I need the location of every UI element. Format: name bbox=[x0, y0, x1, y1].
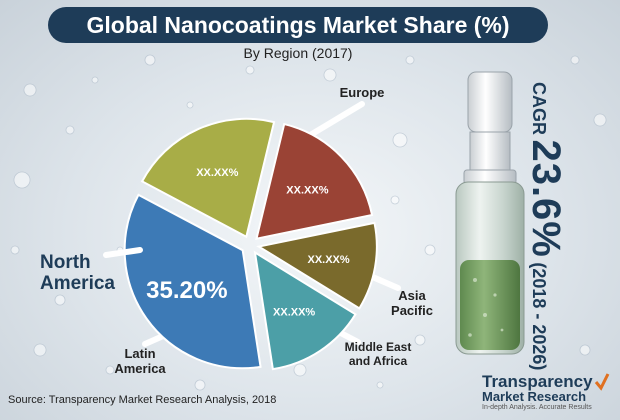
slice-category-label: Latin America bbox=[114, 346, 166, 376]
cagr-value: 23.6% bbox=[524, 139, 568, 258]
pie-slice-asia-pacific bbox=[255, 122, 374, 241]
logo-line-2: Market Research bbox=[482, 389, 587, 404]
slice-category-label: Europe bbox=[340, 85, 385, 100]
logo-tagline: In-depth Analysis. Accurate Results bbox=[482, 404, 592, 411]
slice-value-label: XX.XX% bbox=[307, 254, 349, 266]
pie-slice-europe bbox=[140, 117, 276, 239]
slice-category-label: Middle East and Africa bbox=[345, 340, 412, 368]
logo-check-icon bbox=[594, 373, 610, 391]
company-logo: Transparency Market Research In-depth An… bbox=[482, 372, 612, 416]
cagr-callout: CAGR 23.6% (2018 - 2026) bbox=[518, 82, 568, 370]
pie-slice-middle-east-and-africa bbox=[256, 221, 378, 310]
cagr-period: (2018 - 2026) bbox=[529, 262, 549, 371]
source-note: Source: Transparency Market Research Ana… bbox=[8, 394, 277, 406]
slice-category-label: Asia Pacific bbox=[391, 288, 433, 318]
chart-subtitle: By Region (2017) bbox=[243, 45, 353, 61]
slice-value-label: XX.XX% bbox=[196, 167, 238, 179]
slice-value-label: XX.XX% bbox=[286, 185, 328, 197]
cagr-label: CAGR bbox=[529, 82, 549, 135]
chart-title: Global Nanocoatings Market Share (%) bbox=[48, 7, 548, 43]
slice-value-label: XX.XX% bbox=[273, 306, 315, 318]
leader-line bbox=[103, 247, 143, 258]
pie-slice-latin-america bbox=[253, 250, 357, 371]
logo-line-1: Transparency bbox=[482, 372, 593, 391]
spray-bottle-image bbox=[455, 71, 525, 355]
slice-category-label: North America bbox=[40, 252, 115, 294]
pie-slice-north-america bbox=[123, 193, 262, 370]
slice-value-label: 35.20% bbox=[146, 277, 227, 304]
